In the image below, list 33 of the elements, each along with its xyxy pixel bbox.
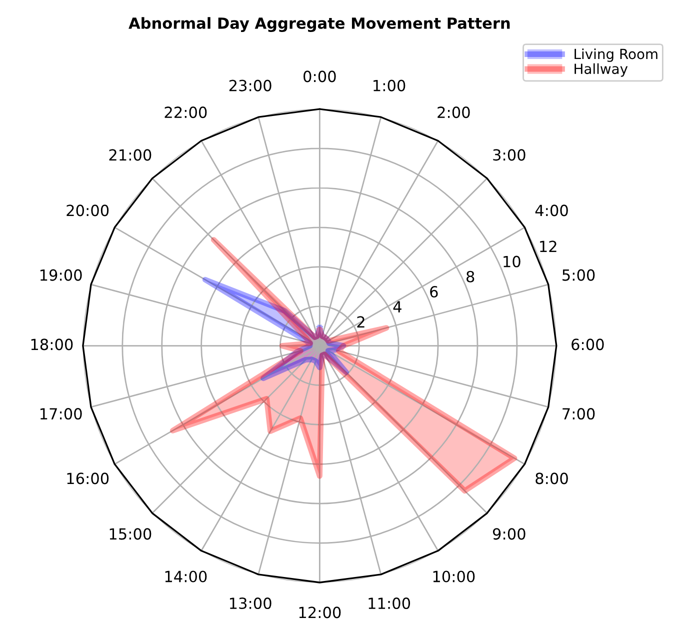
y-tick-label: 6 [430,286,438,298]
y-tick-label: 2 [357,316,364,328]
spoke-label: 18:00 [31,338,73,350]
spoke-label: 13:00 [230,598,272,610]
spoke-label: 4:00 [535,204,568,216]
y-tick-label: 4 [393,301,402,312]
spoke-label: 3:00 [493,149,526,161]
spoke-label: 21:00 [109,149,152,161]
y-tick-label: 10 [504,256,520,268]
y-tick-label: 12 [540,240,556,252]
y-tick-label: 8 [466,270,474,282]
spoke-label: 22:00 [164,106,207,118]
spoke-label: 23:00 [229,80,272,92]
spoke-label: 6:00 [572,338,604,350]
spoke-label: 17:00 [40,408,82,420]
legend-label: Living Room [574,48,658,62]
spoke-label: 11:00 [368,598,410,610]
spoke-label: 5:00 [562,269,595,281]
spoke-label: 1:00 [374,80,406,92]
spoke-label: 2:00 [438,106,470,118]
spoke-label: 9:00 [492,528,526,540]
spoke-label: 8:00 [536,472,568,484]
spoke-label: 7:00 [562,408,595,420]
chart-title: Abnormal Day Aggregate Movement Pattern [128,17,510,32]
spoke-label: 12:00 [299,606,341,618]
spoke-label: 10:00 [433,570,475,582]
spoke-label: 14:00 [165,570,207,582]
spoke-label: 20:00 [66,204,109,216]
legend-label: Hallway [574,63,628,77]
spoke-label: 15:00 [110,528,152,540]
spoke-label: 16:00 [67,472,109,484]
spoke-label: 0:00 [304,70,336,82]
spoke-label: 19:00 [40,269,82,281]
